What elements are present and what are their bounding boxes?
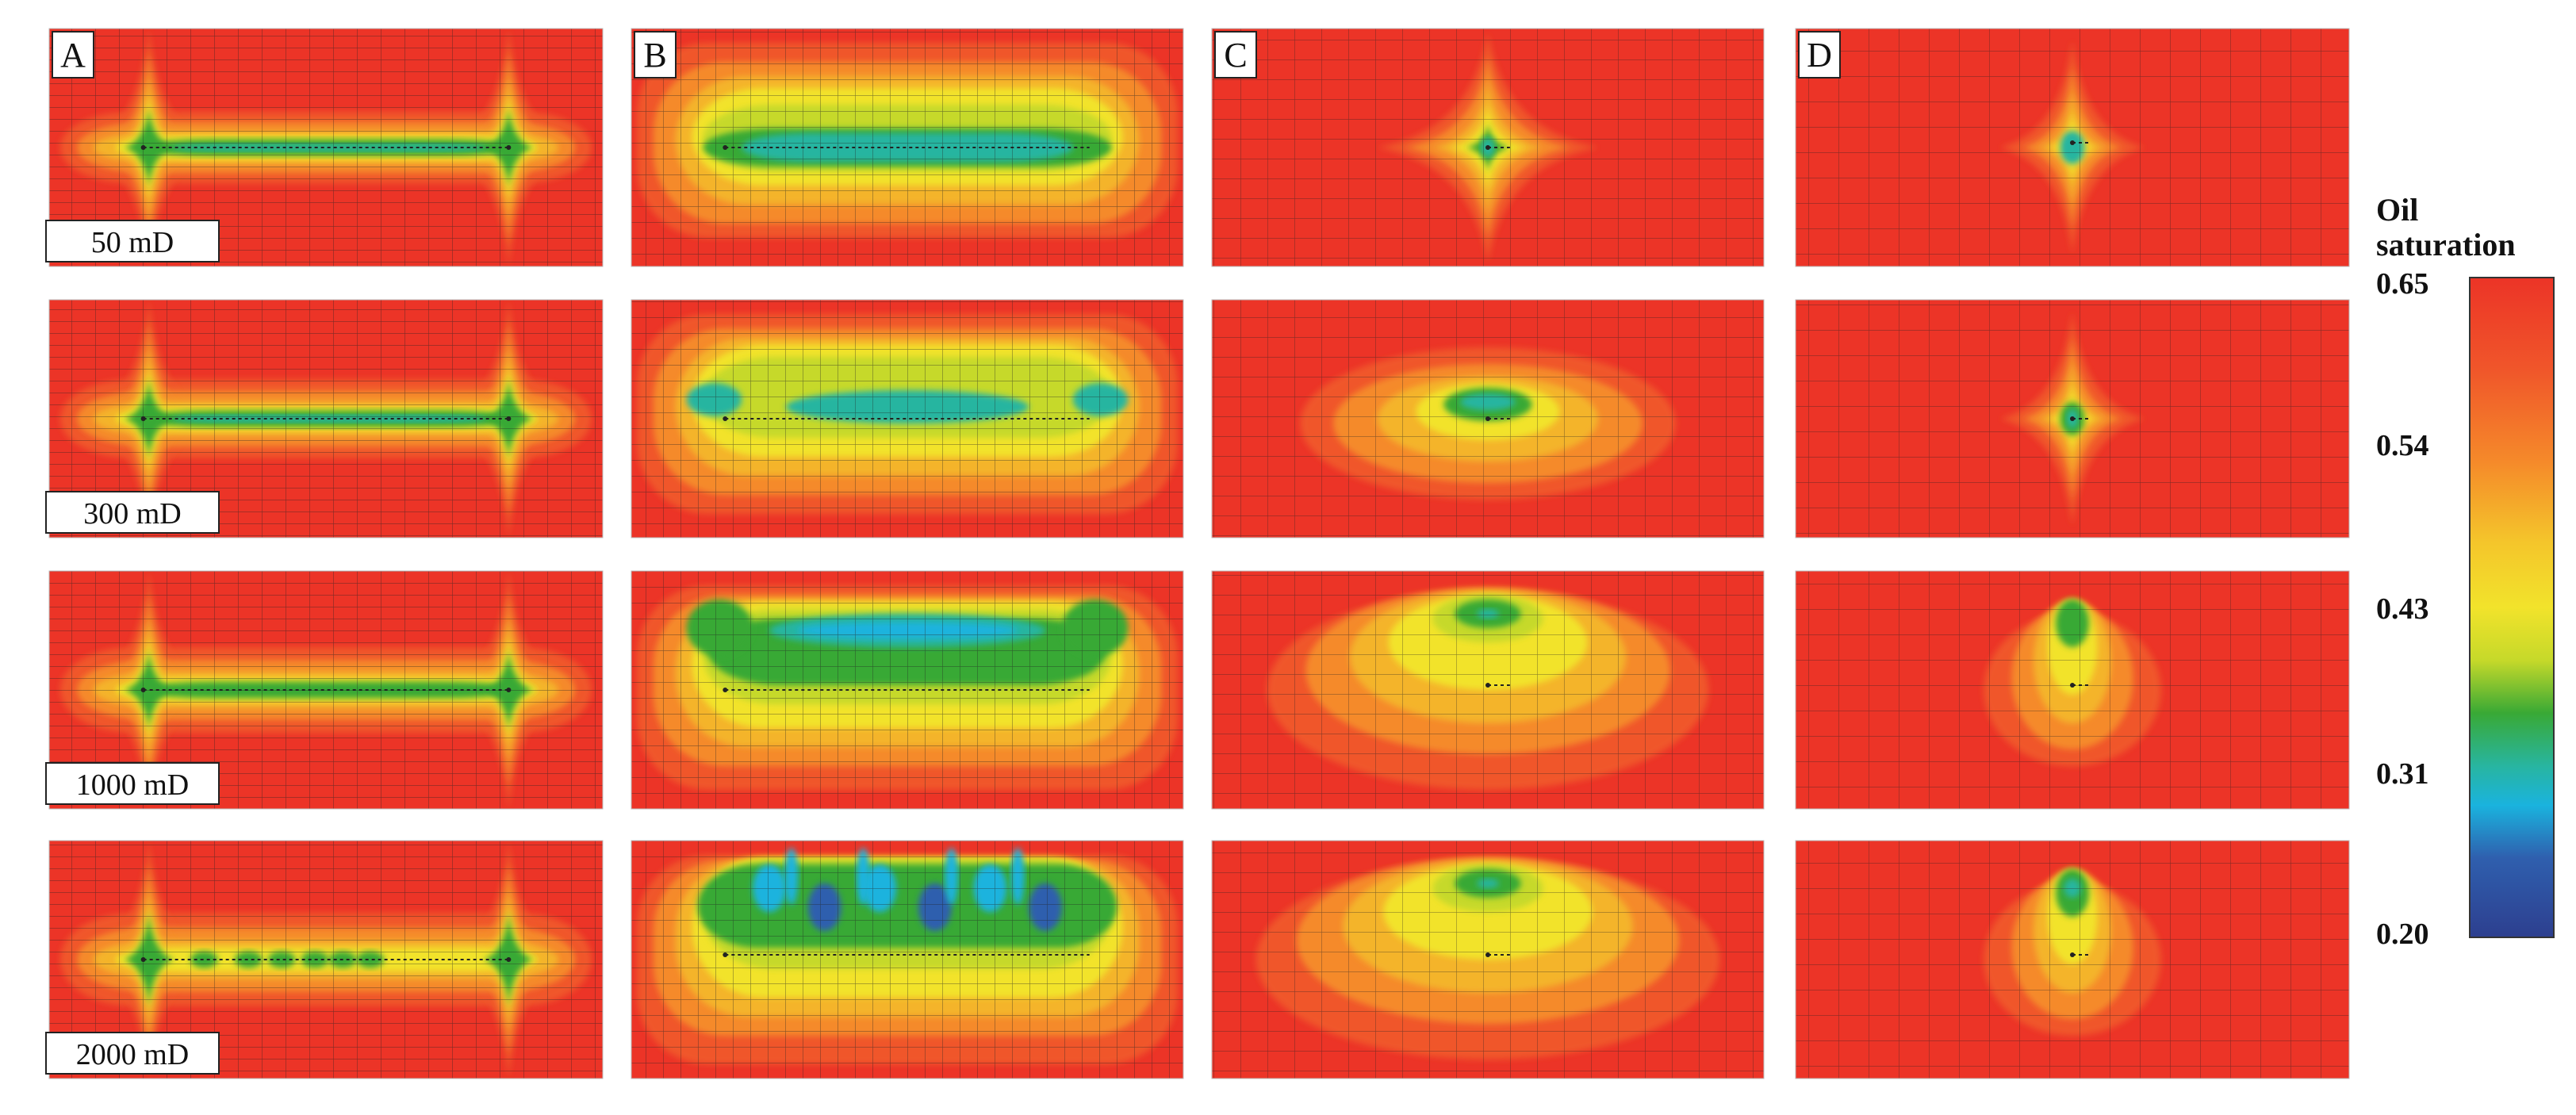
- permeability-label-text: 300 mD: [83, 497, 182, 531]
- legend-tick-1: 0.54: [2376, 429, 2429, 462]
- panel-B-3: [631, 570, 1184, 810]
- column-label-D: D: [1798, 31, 1841, 79]
- panel-C-4: [1211, 840, 1765, 1079]
- oil-saturation-legend: Oil saturation 0.65 0.54 0.43 0.31 0.20: [2376, 192, 2555, 951]
- legend-tick-4: 0.20: [2376, 918, 2429, 951]
- grid-overlay: [631, 571, 1183, 809]
- panel-B-4: [631, 840, 1184, 1079]
- permeability-label-text: 2000 mD: [76, 1038, 190, 1071]
- legend-tick-2: 0.43: [2376, 592, 2429, 626]
- panel-A-1: [48, 28, 604, 267]
- column-label-text: B: [643, 36, 666, 75]
- panel-grid: A B C D 50 mD 300 mD 1000 mD 2000 mD: [45, 28, 2350, 1079]
- legend-title-line1: Oil: [2376, 192, 2418, 228]
- panel-D-1: [1795, 28, 2350, 267]
- panel-B-1: [631, 28, 1184, 267]
- legend-colorbar: [2469, 277, 2555, 938]
- panel-C-3: [1211, 570, 1765, 810]
- grid-overlay: [1796, 571, 2349, 809]
- permeability-label-text: 50 mD: [91, 226, 174, 259]
- grid-overlay: [1212, 571, 1764, 809]
- grid-overlay: [1212, 841, 1764, 1079]
- grid-overlay: [1796, 841, 2349, 1079]
- column-label-A: A: [52, 31, 94, 79]
- legend-tick-0: 0.65: [2376, 267, 2429, 301]
- panel-D-4: [1795, 840, 2350, 1079]
- column-label-text: D: [1807, 36, 1832, 75]
- permeability-label-3: 1000 mD: [45, 762, 220, 805]
- panel-A-2: [48, 299, 604, 538]
- column-label-text: C: [1224, 36, 1247, 75]
- grid-overlay: [631, 841, 1183, 1079]
- grid-overlay: [1796, 29, 2349, 266]
- panel-C-1: [1211, 28, 1765, 267]
- panel-B-2: [631, 299, 1184, 538]
- permeability-label-2: 300 mD: [45, 491, 220, 534]
- legend-tick-3: 0.31: [2376, 757, 2429, 791]
- panel-D-3: [1795, 570, 2350, 810]
- grid-overlay: [1796, 300, 2349, 538]
- grid-overlay: [631, 300, 1183, 538]
- grid-overlay: [1212, 300, 1764, 538]
- permeability-label-text: 1000 mD: [76, 768, 190, 802]
- column-label-text: A: [60, 36, 86, 75]
- permeability-label-1: 50 mD: [45, 220, 220, 262]
- column-label-C: C: [1214, 31, 1257, 79]
- legend-title-line2: saturation: [2376, 227, 2516, 262]
- panel-D-2: [1795, 299, 2350, 538]
- panel-C-2: [1211, 299, 1765, 538]
- column-label-B: B: [634, 31, 677, 79]
- permeability-label-4: 2000 mD: [45, 1032, 220, 1075]
- grid-overlay: [1212, 29, 1764, 266]
- panel-A-3: [48, 570, 604, 810]
- grid-overlay: [631, 29, 1183, 266]
